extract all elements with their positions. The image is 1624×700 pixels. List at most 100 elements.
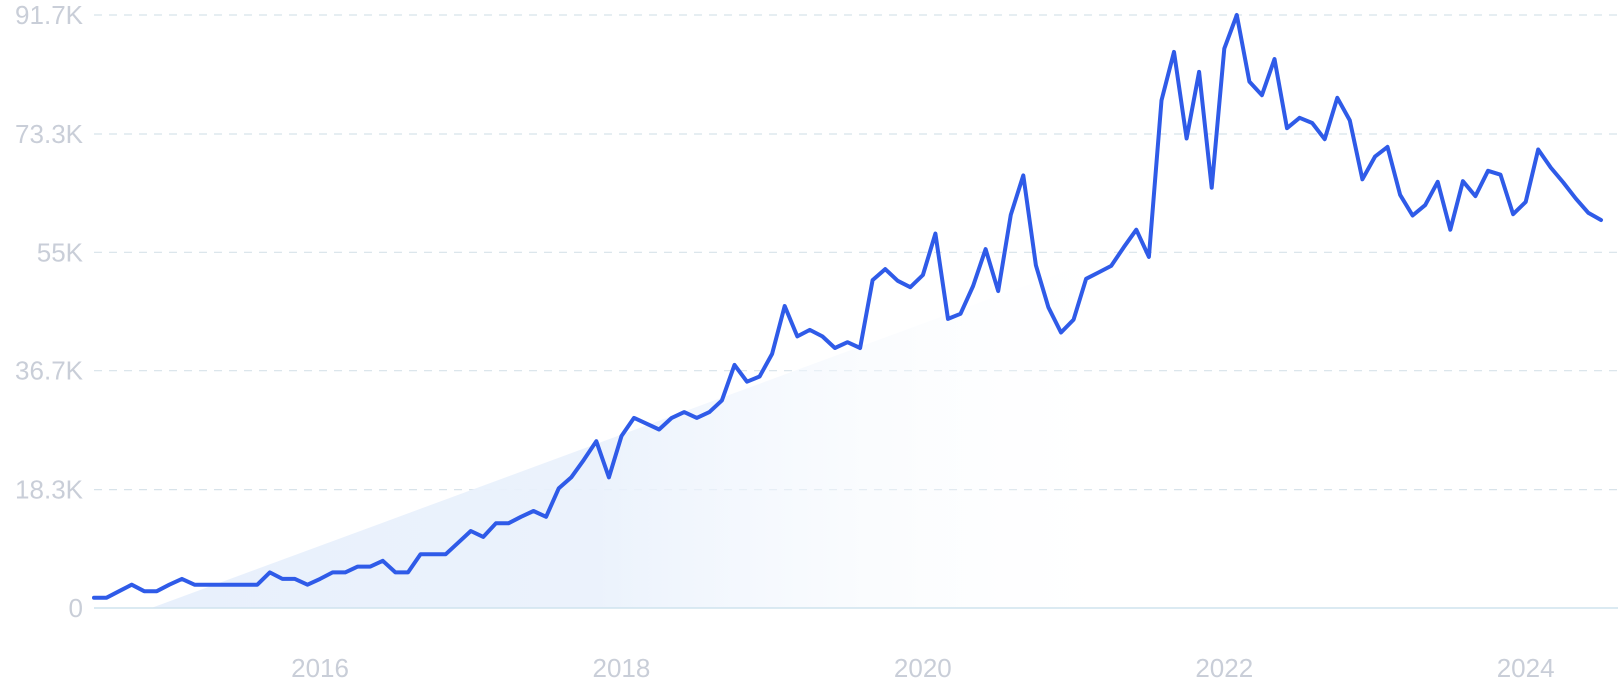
data-point: [758, 375, 761, 378]
data-point: [1499, 173, 1502, 176]
data-point: [1386, 145, 1389, 148]
data-point: [1286, 127, 1289, 130]
data-point: [1562, 181, 1565, 184]
data-point: [1487, 169, 1490, 172]
data-point: [206, 583, 209, 586]
data-point: [959, 312, 962, 315]
data-point: [1374, 155, 1377, 158]
x-tick-label: 2018: [593, 653, 651, 683]
x-tick-label: 2024: [1497, 653, 1555, 683]
data-point: [1110, 264, 1113, 267]
data-point: [1009, 213, 1012, 216]
data-point: [143, 590, 146, 593]
data-point: [243, 583, 246, 586]
data-point: [369, 565, 372, 568]
data-point: [1147, 255, 1150, 258]
data-point: [1085, 277, 1088, 280]
data-point: [218, 583, 221, 586]
data-point: [520, 515, 523, 518]
data-point: [1436, 180, 1439, 183]
data-point: [1198, 70, 1201, 73]
data-point: [1260, 94, 1263, 97]
y-tick-label: 73.3K: [15, 119, 84, 149]
data-point: [1449, 228, 1452, 231]
data-point: [105, 596, 108, 599]
data-point: [1223, 47, 1226, 50]
y-tick-label: 91.7K: [15, 0, 84, 30]
y-tick-label: 18.3K: [15, 475, 84, 505]
data-point: [457, 541, 460, 544]
data-point: [796, 335, 799, 338]
data-point: [972, 285, 975, 288]
data-point: [633, 416, 636, 419]
data-point: [997, 290, 1000, 293]
data-point: [1424, 204, 1427, 207]
data-point: [746, 380, 749, 383]
data-point: [1537, 148, 1540, 151]
data-point: [1549, 166, 1552, 169]
data-point: [595, 440, 598, 443]
data-point: [1173, 50, 1176, 53]
data-point: [884, 268, 887, 271]
data-point: [281, 577, 284, 580]
data-point: [180, 577, 183, 580]
data-point: [1235, 14, 1238, 17]
data-point: [607, 476, 610, 479]
data-point: [1587, 211, 1590, 214]
data-point: [1336, 96, 1339, 99]
data-point: [1461, 180, 1464, 183]
data-point: [356, 565, 359, 568]
data-point: [155, 590, 158, 593]
x-tick-label: 2020: [894, 653, 952, 683]
x-tick-label: 2022: [1195, 653, 1253, 683]
data-point: [482, 535, 485, 538]
data-point: [833, 347, 836, 350]
data-point: [1600, 219, 1603, 222]
data-point: [545, 515, 548, 518]
data-point: [444, 553, 447, 556]
data-point: [783, 305, 786, 308]
data-point: [570, 476, 573, 479]
data-point: [896, 279, 899, 282]
data-point: [130, 583, 133, 586]
data-point: [507, 522, 510, 525]
data-point: [1323, 138, 1326, 141]
data-point: [695, 416, 698, 419]
data-point: [381, 559, 384, 562]
data-point: [808, 328, 811, 331]
series-line: [92, 13, 1603, 600]
data-point: [1348, 119, 1351, 122]
data-point: [821, 335, 824, 338]
data-point: [846, 341, 849, 344]
data-point: [1034, 264, 1037, 267]
data-point: [683, 411, 686, 414]
y-tick-label: 36.7K: [15, 356, 84, 386]
data-point: [432, 553, 435, 556]
data-point: [658, 428, 661, 431]
data-point: [118, 590, 121, 593]
data-point: [1524, 200, 1527, 203]
data-point: [1574, 197, 1577, 200]
data-point: [1060, 331, 1063, 334]
data-point: [93, 596, 96, 599]
data-point: [1512, 213, 1515, 216]
y-axis-tick-labels: 0 18.3K 36.7K 55K 73.3K 91.7K: [15, 0, 84, 623]
x-axis-tick-labels: 2016 2018 2020 2022 2024: [291, 653, 1554, 683]
data-point: [1022, 174, 1025, 177]
data-point: [1185, 137, 1188, 140]
data-point: [1160, 99, 1163, 102]
data-point: [394, 571, 397, 574]
data-point: [1361, 178, 1364, 181]
data-point: [909, 286, 912, 289]
data-point: [557, 487, 560, 490]
data-point: [532, 510, 535, 513]
x-tick-label: 2016: [291, 653, 349, 683]
data-point: [293, 577, 296, 580]
data-point: [1072, 318, 1075, 321]
data-point: [268, 571, 271, 574]
data-point: [947, 317, 950, 320]
data-point: [1210, 186, 1213, 189]
data-point: [1248, 80, 1251, 83]
data-point: [645, 422, 648, 425]
